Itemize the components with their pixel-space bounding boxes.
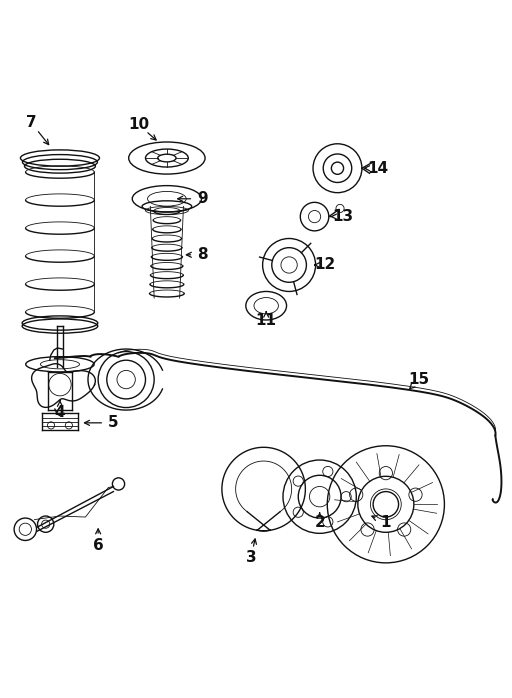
Text: 10: 10 (129, 117, 150, 133)
Text: 9: 9 (197, 191, 208, 207)
Text: 13: 13 (332, 209, 353, 224)
Text: 11: 11 (255, 313, 276, 329)
Text: 3: 3 (246, 550, 256, 565)
Text: 8: 8 (197, 247, 208, 262)
Text: 6: 6 (93, 537, 103, 553)
Text: 12: 12 (314, 258, 335, 272)
Text: 4: 4 (55, 405, 65, 420)
Text: 15: 15 (409, 372, 430, 387)
Text: 5: 5 (108, 415, 119, 431)
Text: 14: 14 (368, 161, 389, 176)
Text: 1: 1 (380, 514, 391, 530)
Text: 2: 2 (314, 514, 325, 530)
Text: 7: 7 (26, 115, 36, 130)
